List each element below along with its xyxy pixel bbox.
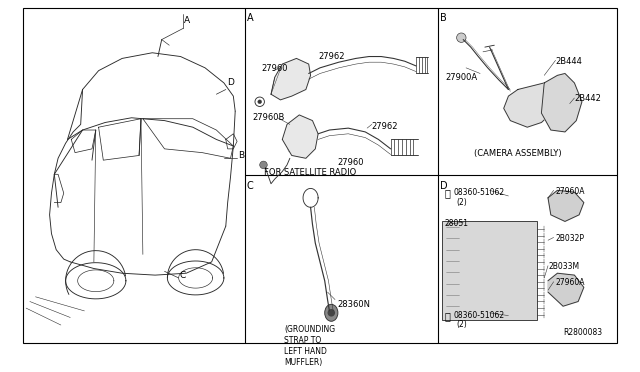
Text: B: B bbox=[238, 151, 244, 160]
Text: 2B033M: 2B033M bbox=[549, 262, 580, 271]
Circle shape bbox=[260, 161, 268, 169]
Text: 27962: 27962 bbox=[372, 122, 398, 131]
Text: FOR SATELLITE RADIO: FOR SATELLITE RADIO bbox=[264, 168, 356, 177]
Circle shape bbox=[456, 33, 466, 42]
Text: 27960: 27960 bbox=[337, 158, 364, 167]
Text: B: B bbox=[440, 13, 447, 23]
Polygon shape bbox=[541, 74, 582, 132]
Text: Ⓢ: Ⓢ bbox=[444, 311, 451, 321]
Circle shape bbox=[561, 202, 573, 213]
Text: 27960A: 27960A bbox=[556, 278, 585, 287]
Circle shape bbox=[559, 285, 571, 296]
Text: 2B442: 2B442 bbox=[574, 94, 601, 103]
Text: A: A bbox=[184, 16, 191, 25]
Text: 08360-51062: 08360-51062 bbox=[454, 311, 505, 320]
Text: R2800083: R2800083 bbox=[564, 328, 603, 337]
Polygon shape bbox=[548, 273, 584, 306]
Polygon shape bbox=[504, 83, 557, 127]
Text: A: A bbox=[246, 13, 253, 23]
Ellipse shape bbox=[324, 304, 338, 321]
Text: D: D bbox=[227, 78, 234, 87]
Text: D: D bbox=[440, 181, 447, 191]
Text: 2B444: 2B444 bbox=[556, 57, 582, 65]
Circle shape bbox=[550, 109, 557, 117]
Text: C: C bbox=[246, 181, 253, 191]
Bar bbox=[442, 221, 537, 320]
Text: 2B032P: 2B032P bbox=[556, 234, 584, 243]
Text: 28360N: 28360N bbox=[337, 299, 370, 309]
Text: 28051: 28051 bbox=[444, 219, 468, 228]
Circle shape bbox=[512, 108, 520, 115]
Text: (CAMERA ASSEMBLY): (CAMERA ASSEMBLY) bbox=[474, 149, 562, 158]
Text: 27960A: 27960A bbox=[556, 186, 585, 196]
Text: C: C bbox=[180, 270, 186, 280]
Text: 27960B: 27960B bbox=[252, 113, 285, 122]
Circle shape bbox=[561, 86, 569, 93]
Text: (2): (2) bbox=[456, 320, 467, 329]
Polygon shape bbox=[282, 115, 318, 158]
Text: (GROUNDING
STRAP TO
LEFT HAND
MUFFLER): (GROUNDING STRAP TO LEFT HAND MUFFLER) bbox=[284, 325, 335, 368]
Bar bbox=[303, 140, 314, 149]
Polygon shape bbox=[271, 58, 310, 100]
Text: 27960: 27960 bbox=[262, 64, 288, 73]
Circle shape bbox=[258, 100, 262, 104]
Text: Ⓢ: Ⓢ bbox=[444, 189, 451, 198]
Text: 27900A: 27900A bbox=[445, 74, 477, 83]
Text: 08360-51062: 08360-51062 bbox=[454, 189, 505, 198]
Text: 27962: 27962 bbox=[318, 52, 344, 61]
Text: (2): (2) bbox=[456, 198, 467, 207]
Circle shape bbox=[328, 309, 335, 317]
Polygon shape bbox=[548, 190, 584, 221]
